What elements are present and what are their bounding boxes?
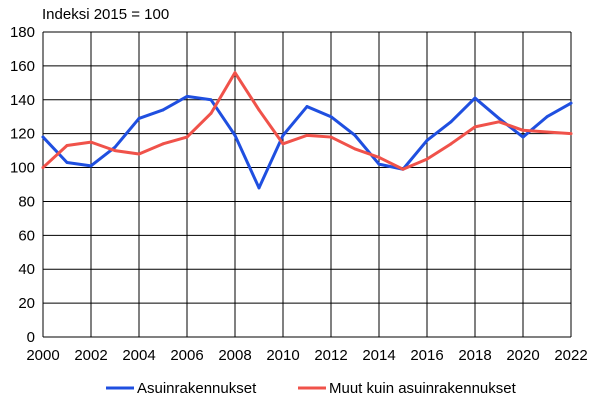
y-tick-label: 100 xyxy=(10,160,35,177)
data-point xyxy=(233,71,237,75)
data-point xyxy=(41,166,45,169)
data-point xyxy=(353,133,357,137)
data-point xyxy=(89,140,93,144)
legend-label: Muut kuin asuinrakennukset xyxy=(329,380,517,397)
data-point xyxy=(89,164,93,168)
data-point xyxy=(113,145,117,149)
y-tick-label: 60 xyxy=(18,227,35,244)
data-point xyxy=(545,130,549,134)
data-point xyxy=(329,135,333,139)
data-point xyxy=(257,108,261,112)
data-point xyxy=(449,120,453,124)
y-tick-label: 0 xyxy=(27,329,35,346)
data-point xyxy=(521,135,525,139)
data-point xyxy=(137,152,141,156)
series-layer xyxy=(41,71,573,190)
data-point xyxy=(257,186,261,190)
x-tick-label: 2000 xyxy=(26,347,59,364)
x-tick-label: 2018 xyxy=(458,347,491,364)
data-point xyxy=(209,111,213,115)
data-point xyxy=(497,117,501,120)
data-point xyxy=(185,135,189,139)
data-point xyxy=(209,98,213,102)
y-tick-label: 80 xyxy=(18,193,35,210)
grid xyxy=(42,31,572,338)
data-point xyxy=(65,161,69,164)
x-tick-label: 2004 xyxy=(122,347,155,364)
data-point xyxy=(281,133,285,137)
data-point xyxy=(377,162,381,166)
data-point xyxy=(569,101,573,105)
data-point xyxy=(353,147,357,151)
series-line-1 xyxy=(41,94,573,190)
x-tick-label: 2016 xyxy=(410,347,443,364)
data-point xyxy=(137,117,141,120)
chart-title: Indeksi 2015 = 100 xyxy=(42,6,169,23)
data-point xyxy=(305,105,309,108)
data-point xyxy=(305,133,309,137)
data-point xyxy=(473,125,477,129)
data-point xyxy=(281,142,285,146)
legend: Asuinrakennukset Muut kuin asuinrakennuks… xyxy=(106,380,517,397)
data-point xyxy=(521,128,525,132)
y-axis-ticks: 0 20 40 60 80 100 120 140 160 180 xyxy=(10,24,35,346)
y-tick-label: 120 xyxy=(10,126,35,143)
data-point xyxy=(425,139,429,142)
x-tick-label: 2020 xyxy=(506,347,539,364)
x-tick-label: 2002 xyxy=(74,347,107,364)
data-point xyxy=(425,157,429,161)
data-point xyxy=(161,142,165,146)
data-point xyxy=(497,120,501,124)
x-tick-label: 2006 xyxy=(170,347,203,364)
data-point xyxy=(401,167,405,171)
x-tick-label: 2022 xyxy=(554,347,587,364)
data-point xyxy=(65,144,69,147)
data-point xyxy=(545,115,549,119)
x-axis-ticks: 2000 2002 2004 2006 2008 2010 2012 2014 2016 2018… xyxy=(26,347,587,364)
x-tick-label: 2012 xyxy=(314,347,347,364)
x-tick-label: 2008 xyxy=(218,347,251,364)
data-point xyxy=(377,155,381,159)
data-point xyxy=(41,135,45,139)
legend-item: Asuinrakennukset xyxy=(106,380,257,397)
series-line-2 xyxy=(41,71,573,171)
data-point xyxy=(185,94,189,98)
data-point xyxy=(449,142,453,146)
data-point xyxy=(113,149,117,153)
x-tick-label: 2010 xyxy=(266,347,299,364)
legend-item: Muut kuin asuinrakennukset xyxy=(298,380,517,397)
data-point xyxy=(329,115,333,119)
y-tick-label: 140 xyxy=(10,92,35,109)
x-tick-label: 2014 xyxy=(362,347,395,364)
y-tick-label: 20 xyxy=(18,295,35,312)
y-tick-label: 160 xyxy=(10,58,35,75)
data-point xyxy=(161,108,165,112)
legend-label: Asuinrakennukset xyxy=(137,380,257,397)
data-point xyxy=(473,96,477,100)
data-point xyxy=(569,132,573,136)
y-tick-label: 40 xyxy=(18,261,35,278)
data-point xyxy=(233,133,237,137)
y-tick-label: 180 xyxy=(10,24,35,41)
